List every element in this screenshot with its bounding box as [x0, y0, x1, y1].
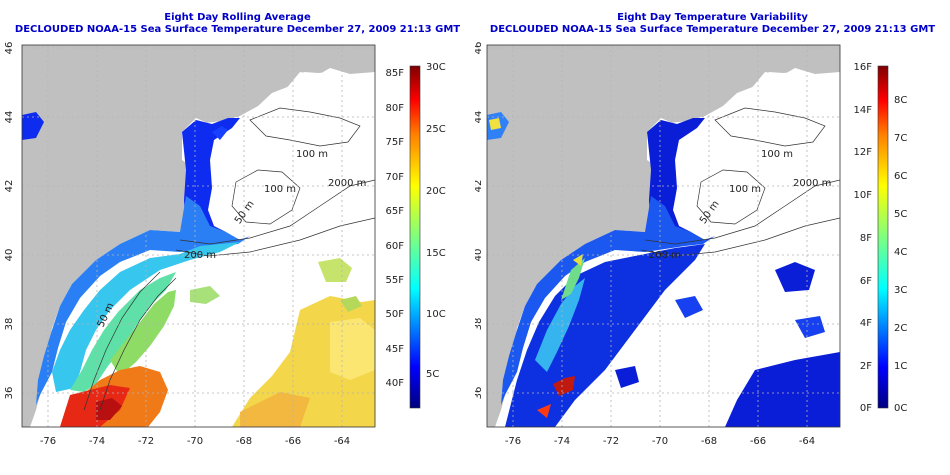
contour-label: 200 m: [184, 250, 216, 261]
x-tick-label: -74: [89, 436, 105, 447]
colorbar-tick: 7C: [894, 133, 907, 144]
panel-variability: Eight Day Temperature Variability DECLOU…: [475, 0, 950, 475]
x-tick-label: -66: [750, 436, 766, 447]
colorbar: [409, 65, 421, 409]
colorbar-tick: 10C: [426, 309, 446, 320]
colorbar-tick: 8C: [894, 95, 907, 106]
contour-label: 100 m: [264, 184, 296, 195]
colorbar: [877, 65, 889, 409]
contour-label: 2000 m: [793, 178, 831, 189]
colorbar-tick: 6F: [860, 276, 872, 287]
y-tick-label: 42: [4, 180, 15, 193]
x-tick-label: -68: [236, 436, 252, 447]
colorbar-tick: 55F: [386, 275, 405, 286]
y-tick-label: 44: [4, 111, 15, 124]
colorbar-tick: 15C: [426, 248, 446, 259]
colorbar-tick: 8F: [860, 233, 872, 244]
y-axis: 46 44 42 40 38 36: [475, 42, 484, 400]
x-tick-label: -68: [701, 436, 717, 447]
colorbar-tick: 5C: [894, 209, 907, 220]
colorbar-tick: 25C: [426, 124, 446, 135]
x-axis: -76 -74 -72 -70 -68 -66 -64: [505, 436, 815, 447]
sst-variability-map: 100 m 2000 m 100 m 50 m 200 m -76 -74 -7…: [475, 42, 907, 447]
colorbar-tick: 85F: [386, 68, 405, 79]
colorbar-tick: 3C: [894, 285, 907, 296]
contour-label: 100 m: [729, 184, 761, 195]
colorbar-tick: 45F: [386, 344, 405, 355]
colorbar-tick: 2F: [860, 361, 872, 372]
colorbar-tick: 12F: [854, 147, 873, 158]
map-subtitle: DECLOUDED NOAA-15 Sea Surface Temperatur…: [14, 24, 461, 35]
x-tick-label: -64: [799, 436, 815, 447]
colorbar-tick: 16F: [854, 62, 873, 73]
y-tick-label: 44: [475, 111, 484, 124]
x-tick-label: -72: [603, 436, 619, 447]
colorbar-c-scale: 8C 7C 6C 5C 4C 3C 2C 1C 0C: [894, 95, 907, 414]
colorbar-tick: 65F: [386, 206, 405, 217]
y-tick-label: 36: [4, 387, 15, 400]
x-tick-label: -70: [187, 436, 203, 447]
land-area: [22, 45, 375, 427]
map-title: Eight Day Temperature Variability: [617, 12, 808, 23]
colorbar-c-scale: 30C 25C 20C 15C 10C 5C: [426, 62, 446, 380]
x-tick-label: -72: [138, 436, 154, 447]
y-tick-label: 36: [475, 387, 484, 400]
colorbar-f-scale: 16F 14F 12F 10F 8F 6F 4F 2F 0F: [854, 62, 873, 414]
colorbar-tick: 0C: [894, 403, 907, 414]
colorbar-tick: 70F: [386, 172, 405, 183]
contour-label: 2000 m: [328, 178, 366, 189]
colorbar-tick: 80F: [386, 103, 405, 114]
y-tick-label: 38: [475, 318, 484, 331]
land-area: [487, 45, 840, 427]
contour-label: 200 m: [649, 250, 681, 261]
y-tick-label: 46: [4, 42, 15, 55]
map-title: Eight Day Rolling Average: [164, 12, 311, 23]
y-tick-label: 46: [475, 42, 484, 55]
x-axis: -76 -74 -72 -70 -68 -66 -64: [40, 436, 350, 447]
colorbar-tick: 1C: [894, 361, 907, 372]
colorbar-tick: 2C: [894, 323, 907, 334]
contour-label: 100 m: [296, 149, 328, 160]
y-tick-label: 40: [475, 249, 484, 262]
colorbar-tick: 4C: [894, 247, 907, 258]
colorbar-tick: 20C: [426, 186, 446, 197]
colorbar-tick: 40F: [386, 378, 405, 389]
colorbar-tick: 60F: [386, 241, 405, 252]
colorbar-tick: 6C: [894, 171, 907, 182]
x-tick-label: -64: [334, 436, 350, 447]
colorbar-tick: 0F: [860, 403, 872, 414]
y-axis: 46 44 42 40 38 36: [4, 42, 15, 400]
y-tick-label: 42: [475, 180, 484, 193]
colorbar-tick: 14F: [854, 105, 873, 116]
contour-label: 100 m: [761, 149, 793, 160]
colorbar-tick: 75F: [386, 137, 405, 148]
panel-average: Eight Day Rolling Average DECLOUDED NOAA…: [4, 12, 461, 447]
x-tick-label: -70: [652, 436, 668, 447]
x-tick-label: -74: [554, 436, 570, 447]
colorbar-tick: 30C: [426, 62, 446, 73]
y-tick-label: 40: [4, 249, 15, 262]
x-tick-label: -66: [285, 436, 301, 447]
colorbar-f-scale: 85F 80F 75F 70F 65F 60F 55F 50F 45F 40F: [386, 68, 405, 389]
colorbar-tick: 5C: [426, 369, 439, 380]
colorbar-tick: 50F: [386, 309, 405, 320]
x-tick-label: -76: [505, 436, 521, 447]
colorbar-tick: 4F: [860, 318, 872, 329]
sst-average-map: 100 m 2000 m 100 m 50 m 200 m 50 m -76 -…: [4, 42, 446, 447]
map-subtitle: DECLOUDED NOAA-15 Sea Surface Temperatur…: [489, 24, 936, 35]
y-tick-label: 38: [4, 318, 15, 331]
x-tick-label: -76: [40, 436, 56, 447]
colorbar-tick: 10F: [854, 190, 873, 201]
